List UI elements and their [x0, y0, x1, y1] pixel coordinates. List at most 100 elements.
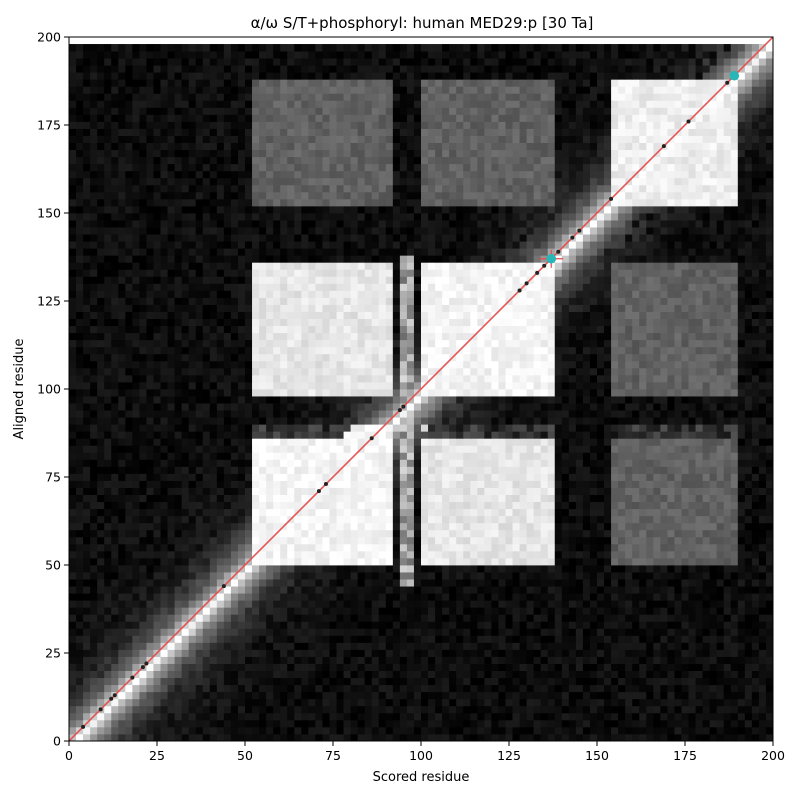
- heatmap-cell: [632, 522, 640, 531]
- heatmap-cell: [632, 572, 640, 580]
- heatmap-cell: [315, 705, 323, 714]
- heatmap-cell: [709, 424, 718, 432]
- heatmap-cell: [568, 403, 577, 411]
- heatmap-cell: [470, 635, 478, 643]
- heatmap-cell: [575, 691, 584, 700]
- heatmap-cell: [378, 600, 387, 608]
- heatmap-cell: [646, 438, 654, 446]
- heatmap-cell: [611, 438, 619, 446]
- heatmap-cell: [273, 452, 281, 460]
- heatmap-cell: [618, 733, 626, 741]
- heatmap-cell: [392, 565, 401, 573]
- heatmap-cell: [125, 733, 133, 741]
- heatmap-cell: [76, 550, 84, 559]
- heatmap-cell: [547, 579, 556, 587]
- heatmap-cell: [385, 452, 394, 460]
- heatmap-cell: [413, 705, 422, 714]
- heatmap-cell: [97, 536, 105, 545]
- heatmap-cell: [385, 424, 394, 432]
- heatmap-cell: [533, 663, 542, 671]
- heatmap-cell: [167, 452, 175, 460]
- heatmap-cell: [589, 536, 598, 545]
- heatmap-cell: [456, 529, 464, 538]
- heatmap-cell: [118, 466, 126, 474]
- heatmap-cell: [744, 522, 753, 531]
- heatmap-cell: [413, 642, 422, 650]
- heatmap-cell: [167, 572, 175, 580]
- heatmap-cell: [322, 719, 330, 728]
- heatmap-cell: [111, 396, 119, 404]
- heatmap-cell: [702, 452, 711, 460]
- heatmap-cell: [174, 663, 183, 671]
- heatmap-cell: [322, 557, 330, 566]
- heatmap-cell: [125, 691, 133, 700]
- heatmap-cell: [618, 663, 626, 671]
- heatmap-cell: [385, 621, 394, 629]
- heatmap-cell: [702, 522, 711, 531]
- heatmap-cell: [343, 403, 351, 411]
- heatmap-cell: [449, 635, 457, 643]
- heatmap-cell: [301, 487, 309, 495]
- heatmap-cell: [667, 719, 675, 728]
- heatmap-cell: [188, 515, 197, 524]
- heatmap-cell: [350, 642, 359, 650]
- heatmap-cell: [132, 459, 140, 467]
- heatmap-cell: [237, 480, 246, 488]
- heatmap-cell: [547, 600, 556, 608]
- heatmap-cell: [639, 642, 647, 650]
- heatmap-cell: [597, 424, 605, 432]
- heatmap-cell: [160, 487, 168, 495]
- heatmap-cell: [505, 698, 513, 707]
- heatmap-cell: [343, 431, 351, 439]
- heatmap-cell: [301, 410, 309, 418]
- heatmap-cell: [695, 438, 703, 446]
- heatmap-cell: [702, 565, 711, 573]
- heatmap-cell: [681, 635, 689, 643]
- heatmap-cell: [597, 515, 605, 524]
- heatmap-cell: [76, 557, 84, 566]
- heatmap-cell: [653, 431, 661, 439]
- heatmap-cell: [611, 396, 619, 404]
- heatmap-cell: [301, 670, 309, 679]
- heatmap-cell: [709, 410, 718, 418]
- heatmap-cell: [477, 628, 485, 636]
- heatmap-cell: [104, 438, 112, 446]
- heatmap-cell: [216, 445, 225, 453]
- heatmap-cell: [554, 677, 563, 686]
- heatmap-cell: [252, 649, 260, 657]
- heatmap-cell: [568, 656, 577, 664]
- heatmap-cell: [547, 621, 556, 629]
- heatmap-cell: [512, 417, 520, 425]
- heatmap-cell: [315, 642, 323, 650]
- heatmap-cell: [322, 621, 330, 629]
- heatmap-cell: [547, 396, 556, 404]
- heatmap-cell: [174, 726, 183, 735]
- heatmap-cell: [435, 649, 443, 657]
- heatmap-cell: [498, 684, 506, 693]
- heatmap-cell: [653, 642, 661, 650]
- heatmap-cell: [343, 529, 351, 538]
- heatmap-cell: [695, 543, 703, 552]
- heatmap-cell: [667, 677, 675, 686]
- heatmap-cell: [294, 621, 302, 629]
- heatmap-cell: [505, 529, 513, 538]
- heatmap-cell: [287, 579, 295, 587]
- heatmap-cell: [568, 452, 577, 460]
- heatmap-cell: [456, 635, 464, 643]
- heatmap-cell: [350, 501, 359, 510]
- heatmap-cell: [413, 677, 422, 686]
- heatmap-cell: [653, 719, 661, 728]
- heatmap-cell: [737, 586, 746, 594]
- heatmap-cell: [477, 579, 485, 587]
- heatmap-cell: [456, 515, 464, 524]
- heatmap-cell: [702, 487, 711, 495]
- heatmap-cell: [604, 396, 612, 404]
- heatmap-cell: [90, 726, 98, 735]
- heatmap-cell: [470, 410, 478, 418]
- heatmap-cell: [533, 431, 542, 439]
- heatmap-cell: [167, 543, 175, 552]
- heatmap-cell: [498, 543, 506, 552]
- heatmap-cell: [491, 712, 499, 721]
- heatmap-cell: [639, 508, 647, 517]
- heatmap-cell: [639, 684, 647, 693]
